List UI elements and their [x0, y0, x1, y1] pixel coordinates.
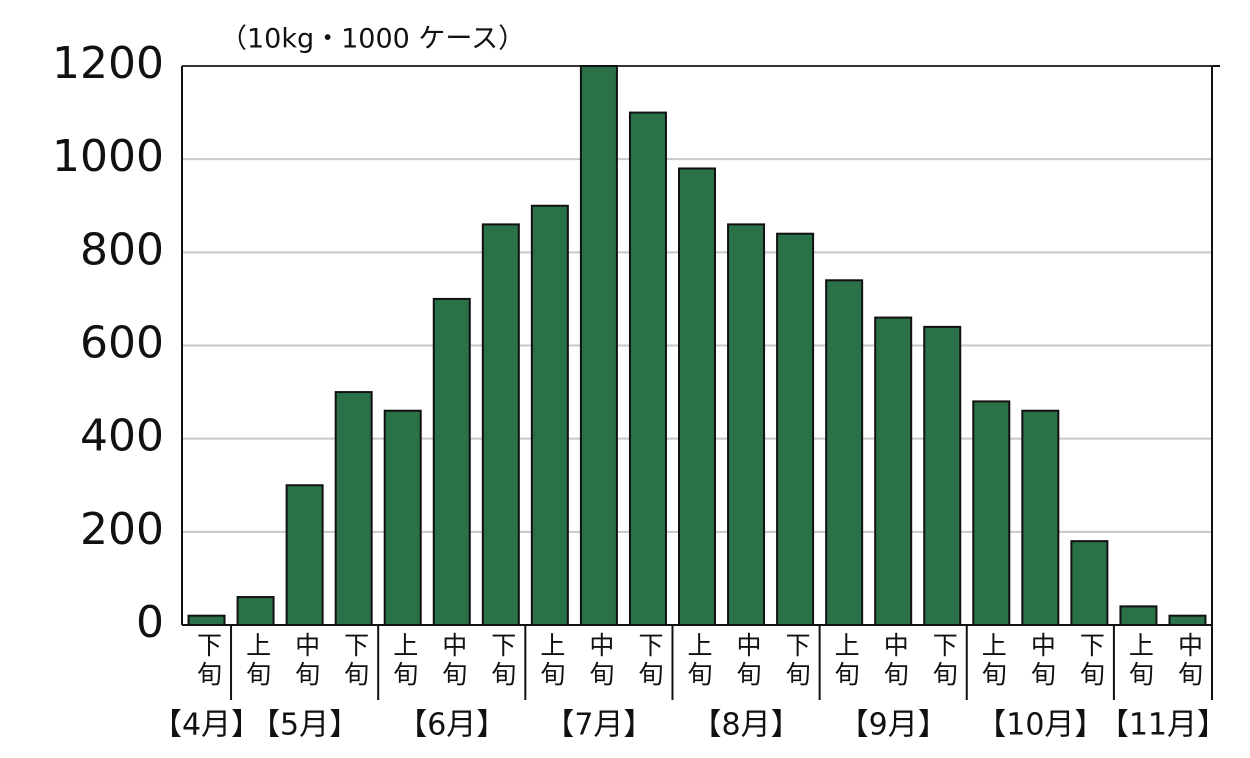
bar — [874, 316, 913, 626]
x-tick-label: 上旬 — [978, 632, 1007, 690]
x-tick-label: 下旬 — [635, 632, 664, 690]
bar — [1021, 409, 1060, 627]
group-label: 【8月】 — [692, 708, 801, 743]
x-tick-label: 中旬 — [1027, 632, 1056, 690]
bar — [678, 167, 716, 626]
bar — [481, 223, 520, 626]
x-tick-label: 上旬 — [684, 632, 713, 690]
x-tick-label: 上旬 — [537, 632, 566, 690]
x-tick-label: 中旬 — [1174, 632, 1203, 690]
group-label: 【10月】 — [976, 708, 1104, 743]
x-tick-label: 下旬 — [1076, 632, 1105, 690]
x-tick-label: 上旬 — [243, 632, 272, 690]
bar — [432, 297, 471, 626]
bar — [727, 223, 766, 626]
y-tick-label: 800 — [80, 224, 164, 275]
x-tick-label: 上旬 — [1125, 632, 1154, 690]
bar — [1119, 605, 1158, 626]
bar — [825, 279, 864, 626]
x-tick-label: 下旬 — [488, 632, 517, 690]
group-label: 【6月】 — [397, 708, 506, 743]
bar — [334, 391, 373, 627]
group-label: 【9月】 — [839, 708, 948, 743]
x-tick-label: 下旬 — [194, 632, 223, 690]
x-tick-label: 中旬 — [733, 632, 762, 690]
bar — [236, 596, 275, 626]
x-tick-label: 中旬 — [292, 632, 321, 690]
group-label: 【5月】 — [250, 708, 359, 743]
bar — [285, 484, 324, 626]
group-label: 【11月】 — [1099, 708, 1227, 743]
y-tick-label: 600 — [80, 318, 164, 369]
bar — [383, 409, 422, 627]
y-tick-label: 1000 — [52, 131, 164, 182]
y-tick-label: 400 — [80, 411, 164, 462]
x-tick-label: 下旬 — [341, 632, 370, 690]
y-tick-label: 200 — [80, 504, 164, 555]
x-tick-label: 中旬 — [586, 632, 615, 690]
unit-label: （10kg・1000 ケース） — [220, 24, 525, 55]
x-tick-label: 中旬 — [439, 632, 468, 690]
bar — [776, 232, 815, 626]
x-tick-label: 中旬 — [880, 632, 909, 690]
y-tick-label: 0 — [136, 597, 164, 648]
bar — [1168, 614, 1207, 627]
x-tick-label: 下旬 — [929, 632, 958, 690]
x-tick-label: 上旬 — [831, 632, 860, 690]
y-tick-label: 1200 — [52, 38, 164, 89]
bar — [972, 400, 1011, 626]
bar — [1070, 540, 1109, 627]
x-tick-label: 下旬 — [782, 632, 811, 690]
x-tick-label: 上旬 — [390, 632, 419, 690]
bar — [628, 111, 667, 627]
group-label: 【7月】 — [544, 708, 653, 743]
group-label: 【4月】 — [152, 708, 261, 743]
bar — [579, 65, 618, 626]
bar — [530, 204, 569, 626]
bar — [923, 325, 962, 626]
bar — [187, 614, 226, 627]
